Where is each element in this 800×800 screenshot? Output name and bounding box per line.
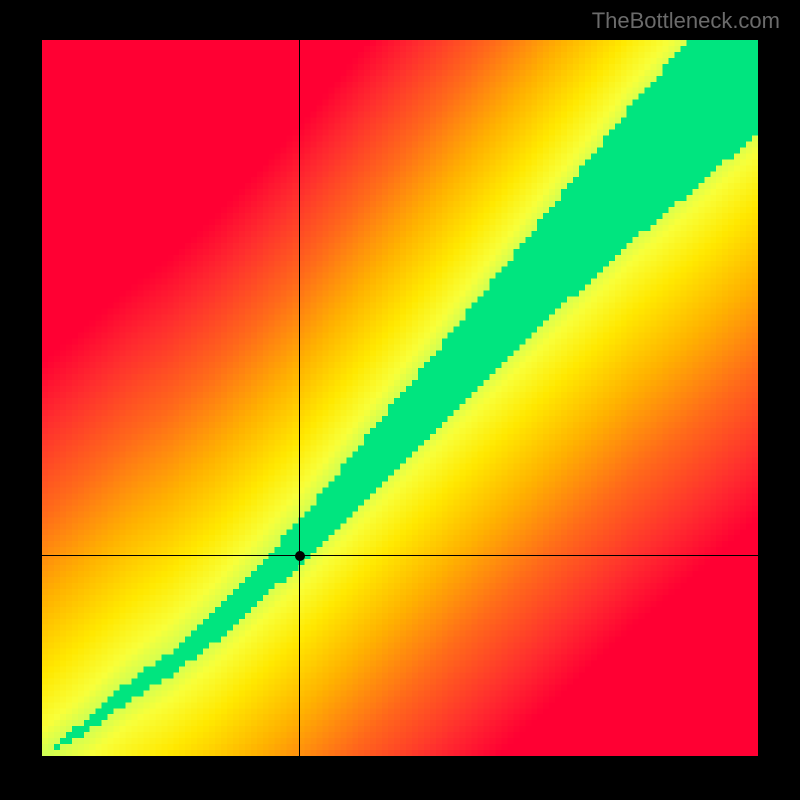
bottleneck-heatmap — [42, 40, 758, 756]
watermark-text: TheBottleneck.com — [592, 8, 780, 34]
crosshair-vertical — [299, 40, 300, 756]
crosshair-horizontal — [42, 555, 758, 556]
chart-container: TheBottleneck.com — [0, 0, 800, 800]
data-point-dot — [295, 551, 305, 561]
